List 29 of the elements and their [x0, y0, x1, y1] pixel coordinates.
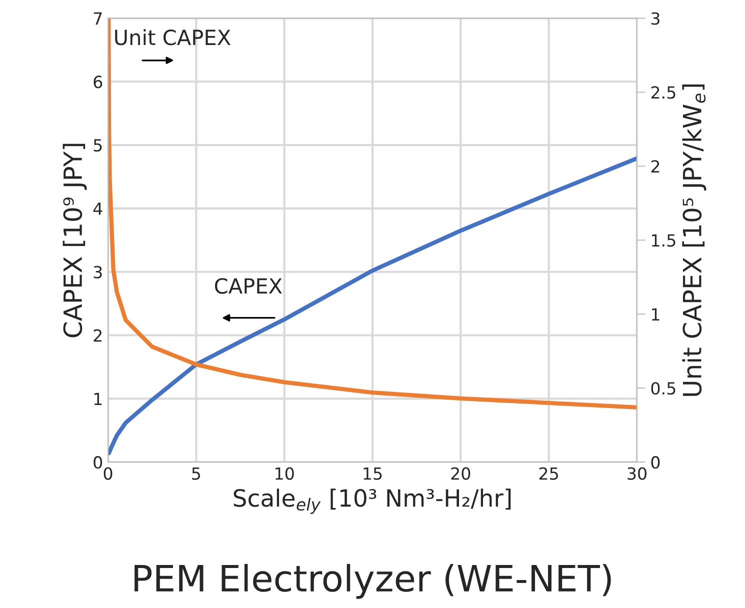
y-tick-label: 6: [94, 76, 102, 88]
annotation: CAPEX: [214, 278, 282, 294]
x-tick-label: 10: [276, 467, 294, 480]
x-tick-label: 15: [364, 467, 382, 480]
y-tick-label: 1: [94, 392, 102, 406]
y2-tick-label: 2.5: [651, 86, 676, 99]
x-tick-label: 20: [451, 467, 470, 480]
y-tick-label: 0: [94, 456, 102, 469]
y-tick-label: 7: [94, 12, 102, 25]
annotation: Unit CAPEX: [115, 29, 230, 46]
x-tick-label: 30: [628, 467, 646, 480]
y-tick-label: 5: [94, 139, 102, 152]
y-tick-label: 4: [93, 202, 102, 215]
line-series: [108, 156, 637, 456]
y-tick-label: 2: [94, 329, 102, 342]
text: PEM Electrolyzer (WE-NET): [134, 564, 611, 599]
y2-tick-label: 2: [651, 160, 660, 173]
x-tick-label: 25: [539, 467, 558, 480]
y-tick-label: 3: [94, 266, 102, 278]
y2-tick-label: 0: [651, 456, 660, 469]
y2-tick-label: 1.5: [652, 234, 676, 247]
y-axis-title: CAPEX [10⁹ JPY]: [62, 144, 87, 338]
y2-tick-label: 0.5: [651, 382, 676, 395]
y2-tick-label: 3: [651, 12, 660, 25]
y2-axis-title: Unit CAPEX [10⁵ JPY/kW$_{e}$]: [682, 84, 706, 396]
x-tick-label: 5: [192, 467, 200, 480]
x-tick-label: 0: [104, 467, 112, 480]
y2-tick-label: 1: [652, 308, 660, 320]
x-axis-title: Scale$_{ely}$ [10³ Nm³-H₂/hr]: [234, 488, 511, 514]
